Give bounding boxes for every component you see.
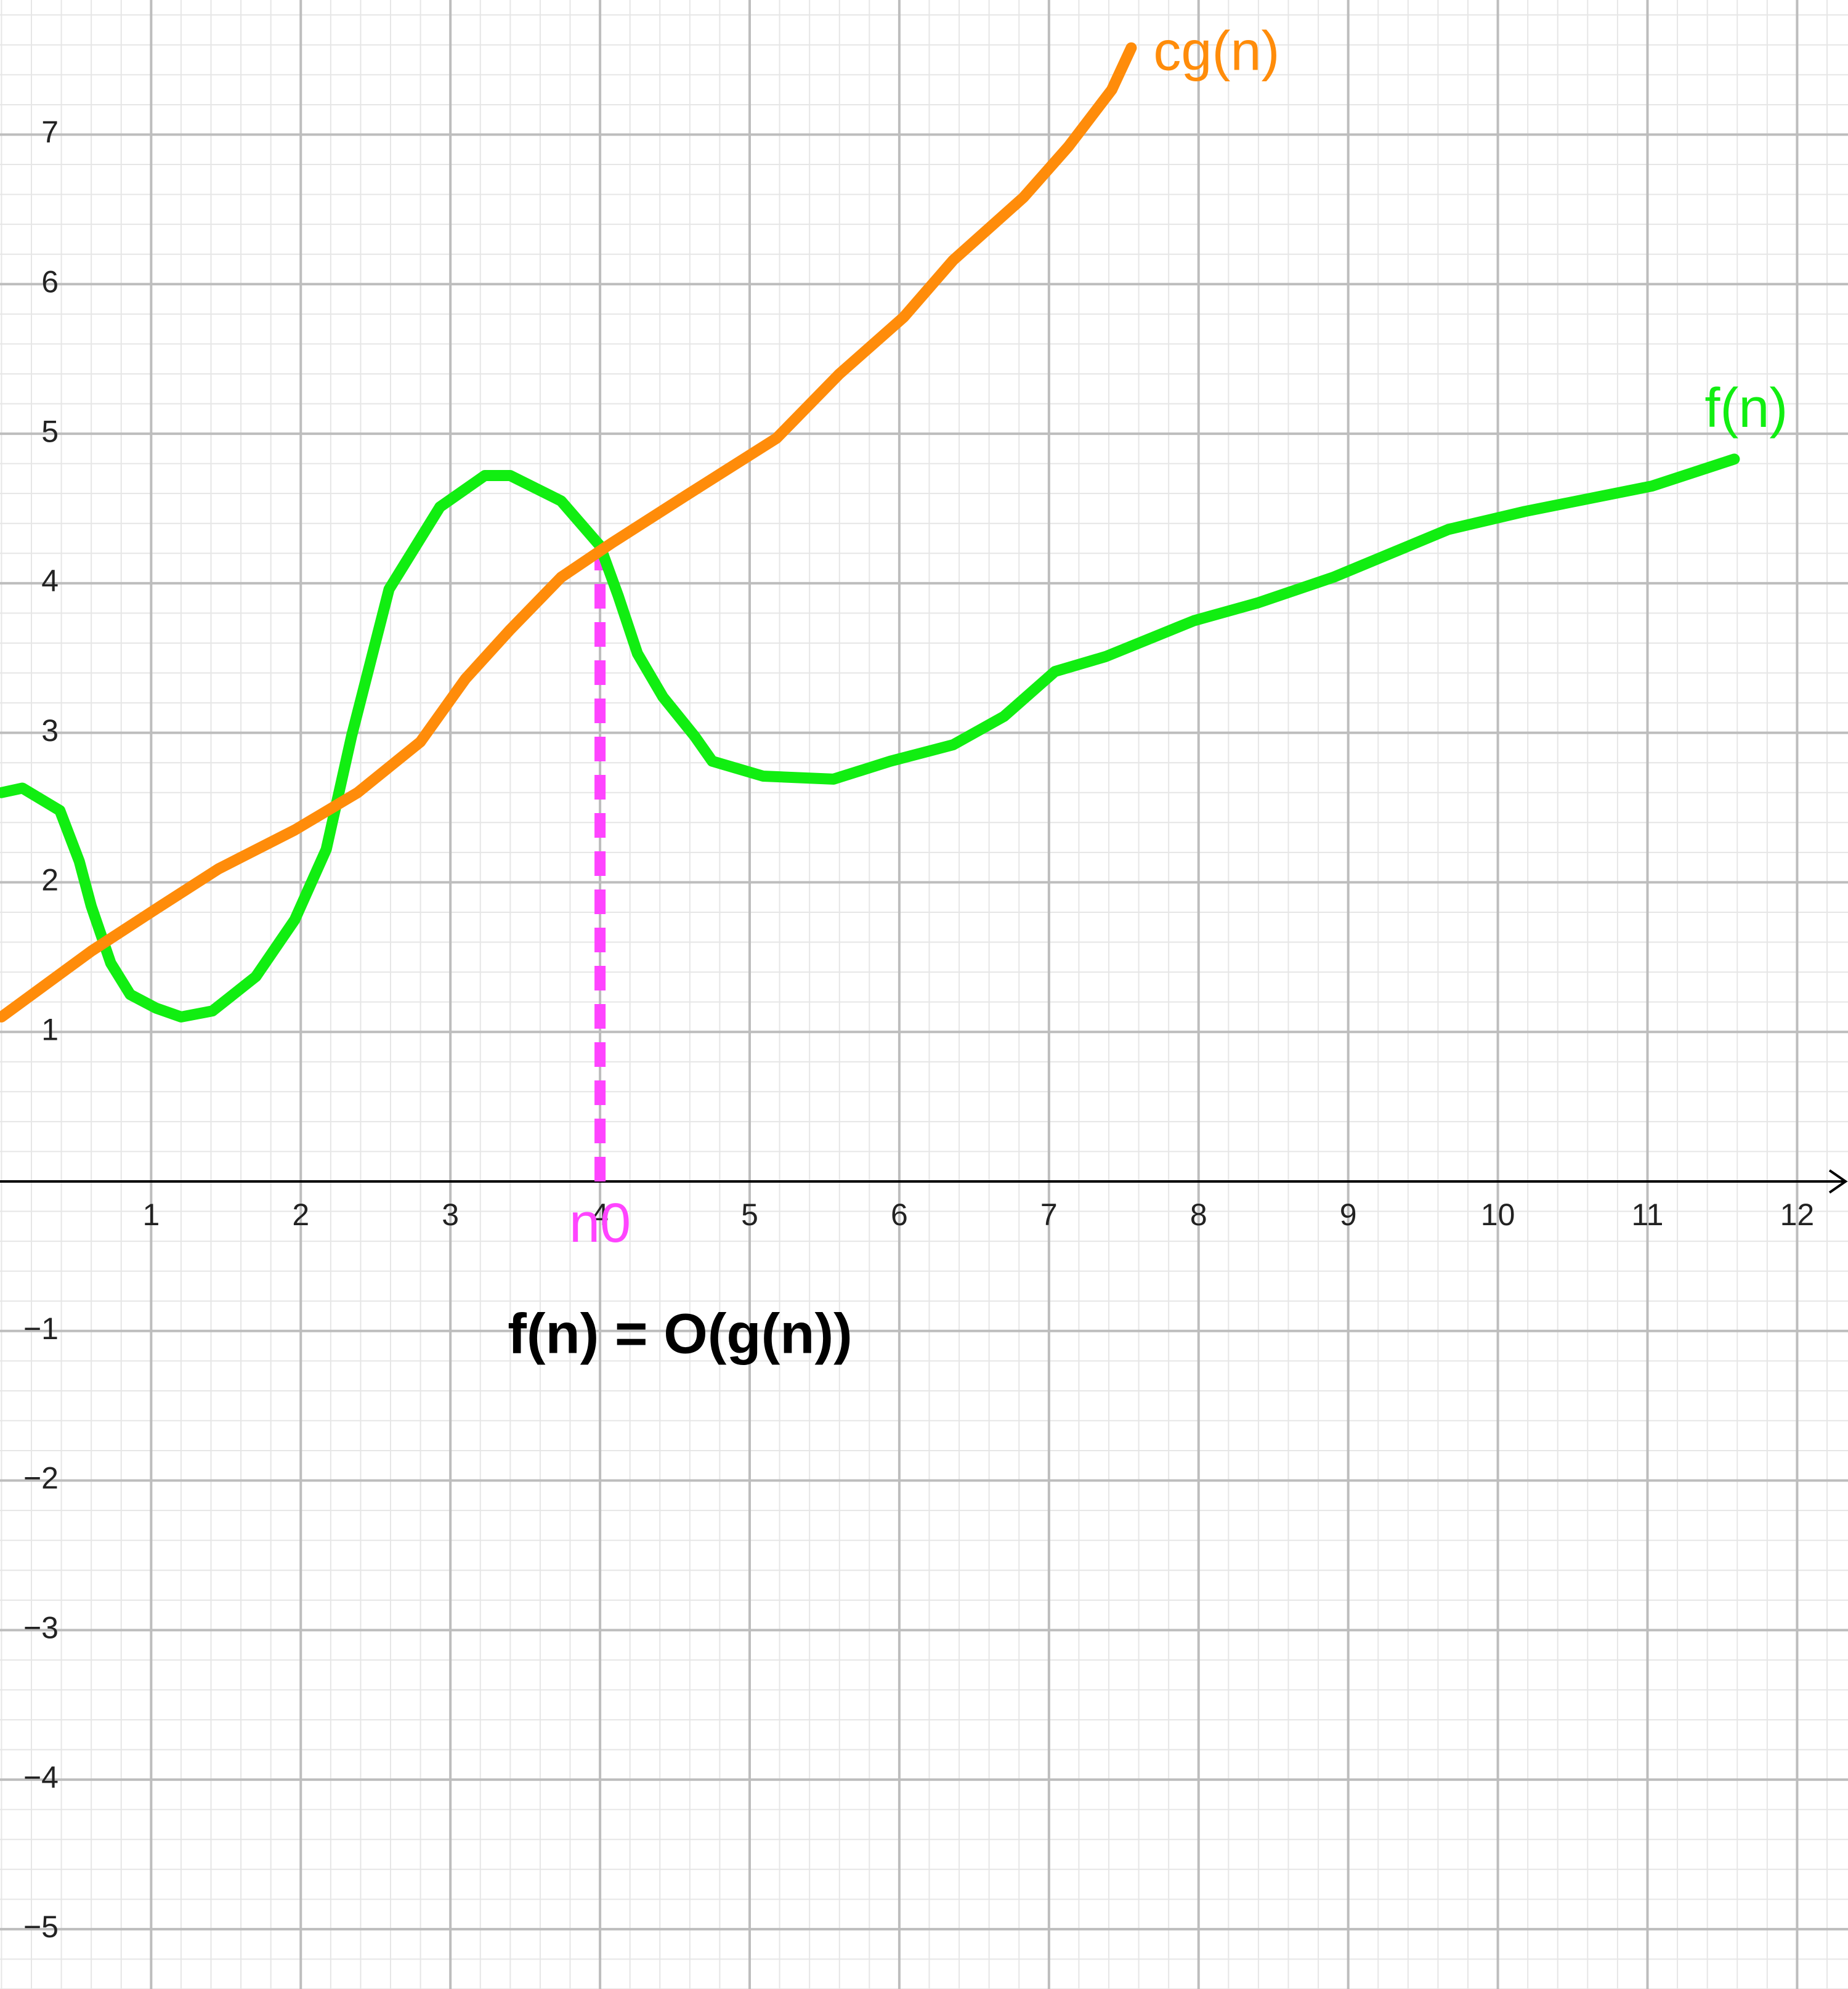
series-label: f(n) — [1704, 378, 1788, 439]
y-tick-label: −2 — [23, 1461, 59, 1496]
x-tick-label: 4 — [591, 1197, 609, 1232]
x-tick-label: 5 — [741, 1197, 758, 1232]
y-tick-label: 5 — [41, 414, 59, 448]
x-tick-label: 9 — [1340, 1197, 1357, 1232]
x-tick-label: 12 — [1780, 1197, 1815, 1232]
annotation: f(n) = O(g(n)) — [508, 1302, 852, 1365]
y-tick-label: −3 — [23, 1611, 59, 1645]
x-tick-label: 8 — [1190, 1197, 1207, 1232]
y-tick-label: 1 — [41, 1012, 59, 1047]
y-tick-label: 3 — [41, 713, 59, 748]
x-tick-label: 10 — [1481, 1197, 1515, 1232]
x-tick-label: 6 — [891, 1197, 908, 1232]
x-tick-label: 3 — [442, 1197, 459, 1232]
x-tick-label: 7 — [1040, 1197, 1058, 1232]
y-tick-label: 6 — [41, 264, 59, 299]
y-tick-label: −1 — [23, 1311, 59, 1346]
y-tick-label: 4 — [41, 564, 59, 598]
series-line — [0, 42, 1137, 1023]
y-tick-label: −5 — [23, 1910, 59, 1944]
y-tick-label: −4 — [23, 1760, 59, 1794]
x-tick-label: 2 — [292, 1197, 309, 1232]
n0-label: n0 — [569, 1193, 631, 1254]
series-line — [0, 453, 1740, 1023]
x-tick-label: 1 — [142, 1197, 160, 1232]
y-tick-label: 7 — [41, 115, 59, 150]
y-tick-label: 2 — [41, 863, 59, 897]
series-label: cg(n) — [1153, 20, 1279, 82]
x-axis-arrow — [1828, 1169, 1848, 1194]
x-tick-label: 11 — [1632, 1197, 1664, 1232]
